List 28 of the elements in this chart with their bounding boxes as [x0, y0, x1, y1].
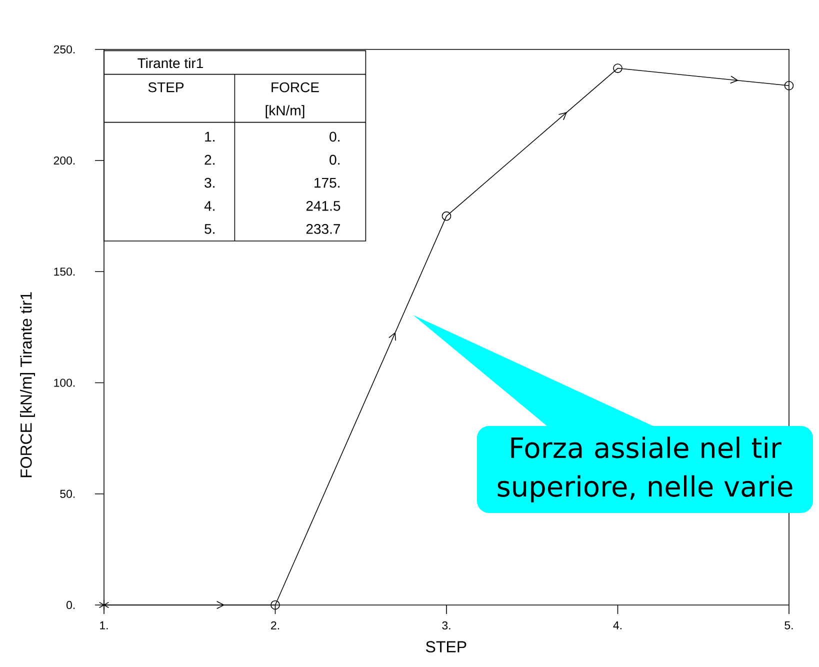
text: 4. — [204, 201, 214, 211]
annotation: 0. — [330, 154, 340, 165]
x-tick-label: 4. — [613, 621, 622, 630]
annotation: [kN/m] — [266, 105, 304, 118]
x-tick-label: 2. — [271, 621, 279, 630]
annotation: Tirante tir1 — [138, 58, 203, 68]
y-tick-label: 100. — [54, 378, 75, 387]
annotation: STEP — [148, 82, 184, 92]
text: 5. — [204, 224, 214, 234]
x-tick-label: 1. — [100, 621, 108, 630]
annotation: 241.5 — [306, 200, 340, 211]
annotation: Forza assiale nel tir superiore, nelle varie — [498, 436, 792, 502]
y-tick-label: 250. — [54, 45, 75, 54]
x-axis-title: STEP — [426, 641, 466, 652]
y-tick-label: 50. — [60, 490, 75, 498]
text: 2. — [204, 154, 214, 165]
annotation: 175. — [314, 178, 340, 188]
annotation: 233.7 — [306, 224, 340, 234]
text: 3. — [204, 178, 214, 188]
x-tick-label: 3. — [442, 621, 450, 630]
x-tick-label: 5. — [784, 621, 793, 630]
y-tick-label: 150. — [54, 268, 75, 276]
text: 1. — [205, 132, 214, 142]
y-tick-label: 0. — [66, 600, 75, 610]
y-axis-title: FORCE [kN/m] Tirante tir1 — [20, 292, 35, 478]
y-tick-label: 200. — [54, 156, 75, 165]
annotation: 0. — [330, 132, 340, 142]
annotation: FORCE — [272, 82, 319, 92]
